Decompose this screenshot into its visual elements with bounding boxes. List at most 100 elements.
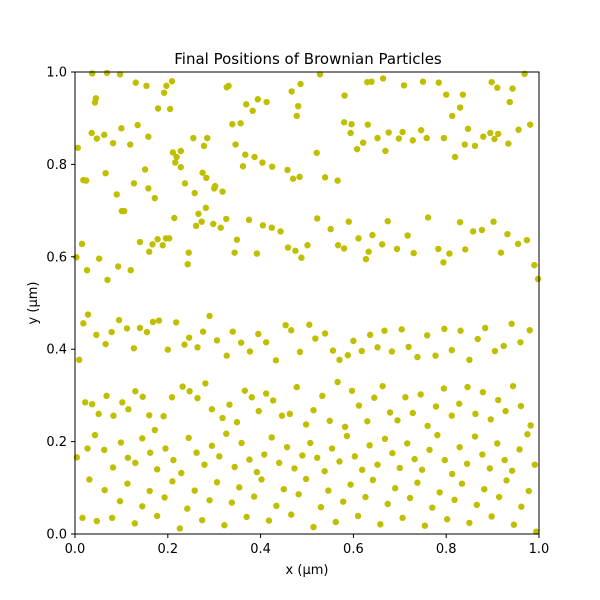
data-point <box>506 98 513 106</box>
data-point <box>365 248 372 255</box>
data-point <box>505 140 512 147</box>
data-point <box>334 378 341 386</box>
data-point <box>494 440 501 447</box>
data-point <box>295 491 302 498</box>
data-point <box>296 348 304 356</box>
data-point <box>288 511 295 518</box>
data-point <box>523 236 531 244</box>
data-point <box>348 387 356 394</box>
data-point <box>440 134 448 142</box>
data-point <box>170 456 177 464</box>
data-point <box>508 320 515 327</box>
data-point <box>381 327 388 334</box>
data-point <box>93 331 100 339</box>
data-point <box>472 410 479 418</box>
data-point <box>229 328 236 335</box>
data-point <box>268 434 275 441</box>
data-point <box>242 151 249 158</box>
data-point <box>343 432 351 440</box>
data-point <box>339 498 347 505</box>
data-point <box>204 134 211 142</box>
data-point <box>185 249 192 256</box>
data-point <box>113 191 120 198</box>
data-point <box>284 166 291 174</box>
data-point <box>332 518 339 526</box>
data-point <box>307 439 314 447</box>
data-point <box>95 410 102 418</box>
x-axis-ticks: 0.0 0.2 0.4 0.6 0.8 1.0 <box>65 534 550 557</box>
data-point <box>426 446 433 454</box>
data-point <box>194 394 201 402</box>
data-point <box>514 240 522 248</box>
data-point <box>102 340 109 348</box>
data-point <box>146 248 153 255</box>
data-point <box>504 230 511 238</box>
data-point <box>515 126 522 133</box>
data-point <box>239 163 247 170</box>
data-point <box>409 137 416 144</box>
data-point <box>102 169 109 177</box>
data-point <box>473 501 481 509</box>
data-point <box>178 469 185 477</box>
data-point <box>471 142 479 150</box>
data-point <box>341 423 349 431</box>
data-point <box>334 177 341 184</box>
data-point <box>282 321 289 329</box>
data-point <box>165 235 173 242</box>
data-point <box>221 522 228 529</box>
data-point <box>116 498 124 505</box>
data-point <box>237 120 244 127</box>
data-point <box>459 91 467 98</box>
data-point <box>114 263 122 270</box>
data-point <box>201 461 208 468</box>
data-point <box>364 418 371 425</box>
x-tick-label: 0.0 <box>65 542 86 557</box>
data-point <box>533 528 540 535</box>
data-point <box>132 459 139 467</box>
data-point <box>254 96 262 103</box>
data-point <box>385 129 392 136</box>
data-point <box>336 356 343 364</box>
data-point <box>134 121 141 129</box>
data-point <box>480 133 487 140</box>
data-point <box>255 407 262 415</box>
data-point <box>141 166 149 173</box>
data-point <box>193 449 200 456</box>
data-point <box>269 397 277 404</box>
data-point <box>146 412 153 419</box>
data-point <box>509 382 517 390</box>
x-axis-label: x (µm) <box>286 563 329 578</box>
x-tick-label: 1.0 <box>529 542 550 557</box>
data-point <box>402 394 409 401</box>
data-point <box>136 324 144 332</box>
data-point <box>233 419 241 426</box>
data-point <box>347 481 354 488</box>
data-point <box>92 95 100 102</box>
data-point <box>162 445 169 452</box>
data-point <box>527 422 534 429</box>
data-point <box>299 452 306 459</box>
data-point <box>241 387 249 394</box>
data-point <box>198 218 205 225</box>
data-point <box>146 449 154 456</box>
data-point <box>399 514 406 522</box>
data-point <box>298 254 305 261</box>
data-point <box>262 339 270 346</box>
data-point <box>108 514 116 522</box>
data-point <box>292 247 299 254</box>
data-point <box>494 396 502 404</box>
data-point <box>171 214 178 222</box>
data-point <box>366 442 373 449</box>
data-point <box>334 242 342 249</box>
data-point <box>245 216 253 224</box>
data-point <box>213 479 221 486</box>
data-point <box>153 512 161 520</box>
data-point <box>117 439 125 446</box>
data-point <box>446 250 453 257</box>
data-point <box>93 135 101 142</box>
data-point <box>186 388 193 395</box>
data-point <box>130 345 138 352</box>
data-point <box>103 69 111 77</box>
data-point <box>166 105 174 113</box>
data-point <box>243 513 250 521</box>
